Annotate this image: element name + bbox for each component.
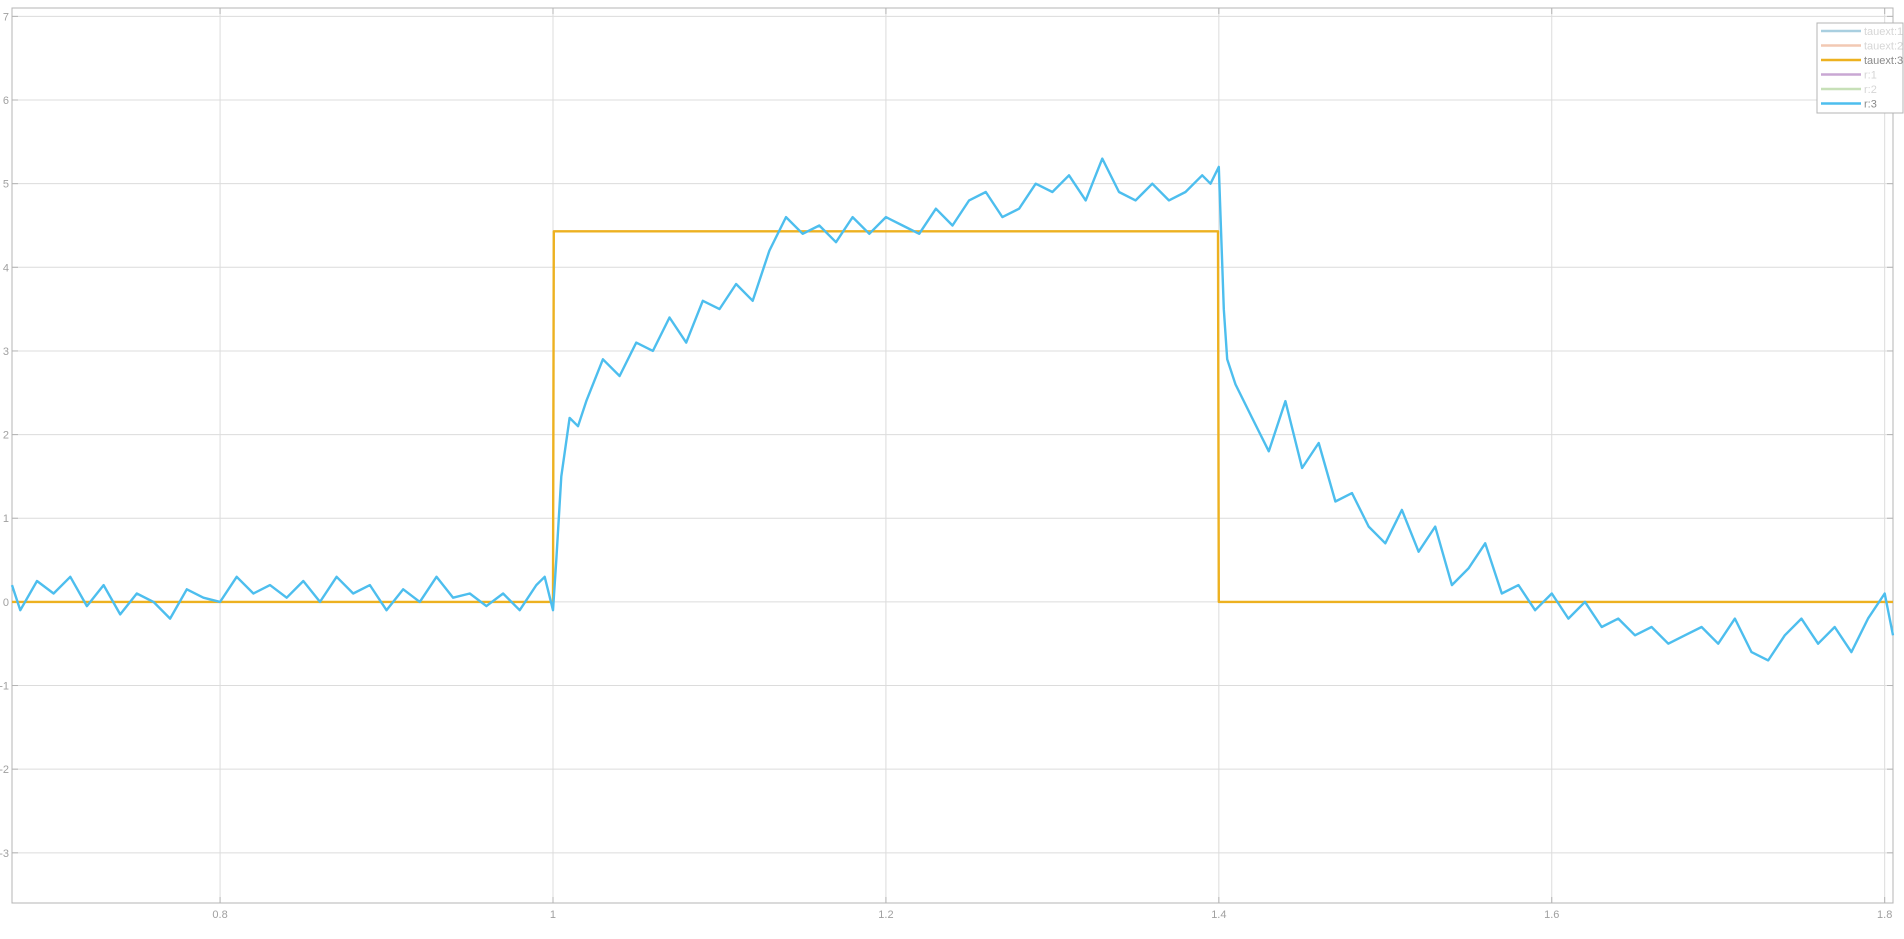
x-tick-label: 1.6 — [1544, 909, 1559, 921]
legend-item-tauext-2[interactable]: tauext:2 — [1821, 41, 1903, 53]
legend-item-r-3[interactable]: r:3 — [1821, 99, 1877, 111]
legend-item-r-1[interactable]: r:1 — [1821, 70, 1877, 82]
y-tick-label: 4 — [3, 262, 9, 274]
y-axis-ticks: -3 -2 -1 0 1 2 3 4 5 6 7 — [0, 11, 1893, 860]
legend-label: r:1 — [1864, 70, 1877, 82]
y-tick-label: 7 — [3, 11, 9, 23]
y-tick-label: 0 — [3, 597, 9, 609]
series-line-tauext-3 — [12, 230, 1893, 604]
x-tick-label: 1.2 — [878, 909, 893, 921]
series-layer — [10, 157, 1895, 662]
y-tick-label: 3 — [3, 346, 9, 358]
x-tick-label: 1.4 — [1211, 909, 1226, 921]
legend-item-tauext-3[interactable]: tauext:3 — [1821, 55, 1903, 67]
x-tick-label: 0.8 — [212, 909, 227, 921]
y-tick-label: -3 — [0, 848, 9, 860]
x-axis-ticks: 0.8 1 1.2 1.4 1.6 1.8 — [212, 8, 1892, 921]
legend-item-r-2[interactable]: r:2 — [1821, 84, 1877, 96]
legend-item-tauext-1[interactable]: tauext:1 — [1821, 26, 1903, 38]
legend-label: tauext:3 — [1864, 55, 1903, 67]
legend-label: r:3 — [1864, 99, 1877, 111]
series-line-r-3 — [10, 157, 1895, 662]
y-tick-label: 6 — [3, 95, 9, 107]
y-tick-label: 1 — [3, 513, 9, 525]
x-tick-label: 1.8 — [1877, 909, 1892, 921]
y-tick-label: -1 — [0, 681, 9, 693]
y-tick-label: 5 — [3, 179, 9, 191]
y-tick-label: -2 — [0, 764, 9, 776]
legend-box — [1816, 22, 1904, 114]
legend-label: r:2 — [1864, 84, 1877, 96]
x-tick-label: 1 — [550, 909, 556, 921]
y-tick-label: 2 — [3, 430, 9, 442]
legend-label: tauext:2 — [1864, 41, 1903, 53]
legend[interactable]: tauext:1 tauext:2 tauext:3 r:1 r:2 r:3 — [1816, 22, 1904, 114]
plot-frame — [11, 7, 1894, 904]
legend-label: tauext:1 — [1864, 26, 1903, 38]
